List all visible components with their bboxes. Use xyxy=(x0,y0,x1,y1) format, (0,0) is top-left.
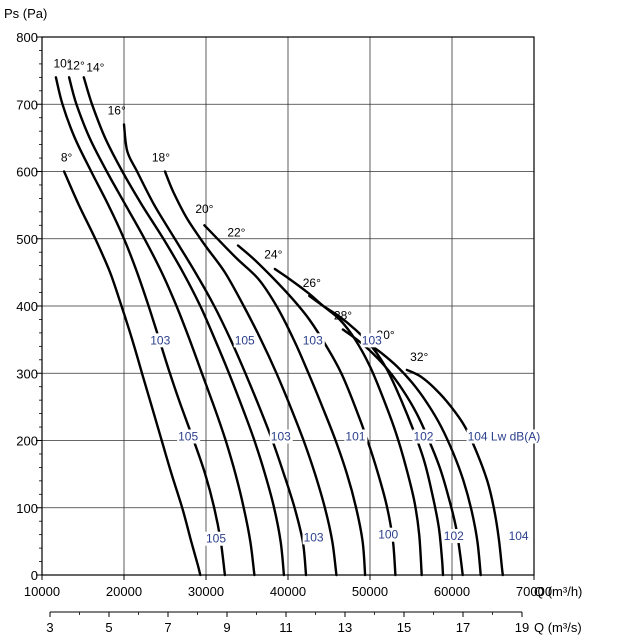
lw-label-bg xyxy=(149,333,173,348)
lw-label-bg xyxy=(466,429,553,444)
curve-8 xyxy=(236,244,397,577)
lw-label-bg xyxy=(377,527,401,542)
angle-label: 22° xyxy=(227,226,245,240)
x-tick-label: 10000 xyxy=(24,584,60,599)
lw-label-bg xyxy=(507,529,531,544)
y-axis-title: Ps (Pa) xyxy=(4,6,47,21)
lw-label-bg xyxy=(177,429,201,444)
y-tick-label: 0 xyxy=(31,568,38,583)
angle-label: 28° xyxy=(334,308,352,322)
lw-label: 105 xyxy=(235,333,255,347)
lw-label-bg xyxy=(442,529,466,544)
angle-label: 10° xyxy=(53,56,71,70)
y-tick-label: 300 xyxy=(16,366,38,381)
x2-tick-label: 3 xyxy=(46,620,53,635)
lw-label-bg xyxy=(360,333,384,348)
lw-label: 105 xyxy=(178,430,198,444)
lw-label-bg xyxy=(269,429,293,444)
lw-label: 103 xyxy=(271,430,291,444)
y-tick-label: 500 xyxy=(16,232,38,247)
angle-label: 12° xyxy=(67,58,85,72)
lw-label: 103 xyxy=(304,530,324,544)
curve-13 xyxy=(405,368,504,577)
x2-tick-label: 17 xyxy=(456,620,470,635)
lw-label-bg xyxy=(344,429,368,444)
y-tick-label: 700 xyxy=(16,97,38,112)
curve-12 xyxy=(366,341,482,577)
curve-6 xyxy=(163,170,338,577)
x2-tick-label: 9 xyxy=(223,620,230,635)
y-tick-label: 600 xyxy=(16,165,38,180)
curve-5 xyxy=(122,123,308,577)
angle-label: 32° xyxy=(410,350,428,364)
x-tick-label: 20000 xyxy=(106,584,142,599)
curve-3 xyxy=(67,76,256,577)
y-tick-label: 100 xyxy=(16,501,38,516)
plot-grid xyxy=(42,37,534,575)
angle-label: 16° xyxy=(108,103,126,117)
curves-layer xyxy=(54,76,504,577)
curve-7 xyxy=(203,224,367,577)
lw-label: 102 xyxy=(444,529,464,543)
labels-layer: 8°10°12° 14°16°18°20°22°24°26°28°30°32°10… xyxy=(53,56,553,546)
y-tick-label: 800 xyxy=(16,30,38,45)
y-tick-label: 200 xyxy=(16,434,38,449)
curve-10 xyxy=(308,294,445,577)
curve-2 xyxy=(54,76,227,577)
x-axis-title: Q (m³/h) xyxy=(534,584,582,599)
lw-label: 103 xyxy=(150,333,170,347)
lw-label: 104 xyxy=(509,529,529,543)
angle-label: 24° xyxy=(264,247,282,261)
lw-label-bg xyxy=(301,333,325,348)
lw-label: 103 xyxy=(362,333,382,347)
lw-label-bg xyxy=(233,333,257,348)
angle-label: 26° xyxy=(303,276,321,290)
x2-tick-label: 19 xyxy=(515,620,529,635)
x2-tick-label: 11 xyxy=(279,620,293,635)
x2-tick-label: 15 xyxy=(397,620,411,635)
lw-label: 105 xyxy=(206,532,226,546)
lw-label: 100 xyxy=(378,528,398,542)
x2-axis-title: Q (m³/s) xyxy=(534,620,582,635)
angle-label: 8° xyxy=(61,150,73,164)
x-tick-label: 50000 xyxy=(352,584,388,599)
curve-1 xyxy=(62,170,202,577)
x-tick-label: 30000 xyxy=(188,584,224,599)
angle-label: 20° xyxy=(195,202,213,216)
lw-label: 103 xyxy=(303,333,323,347)
angle-label: 14° xyxy=(86,60,104,74)
x-tick-label: 40000 xyxy=(270,584,306,599)
angle-label: 18° xyxy=(152,150,170,164)
lw-label-bg xyxy=(205,531,228,546)
x2-tick-label: 5 xyxy=(105,620,112,635)
y-tick-label: 400 xyxy=(16,299,38,314)
x2-tick-label: 13 xyxy=(338,620,352,635)
curve-4 xyxy=(82,76,286,577)
lw-label: 102 xyxy=(413,430,433,444)
x2-tick-label: 7 xyxy=(164,620,171,635)
lw-label-bg xyxy=(412,429,436,444)
curve-9 xyxy=(273,267,423,577)
ticks-layer: 10000 20000 30000 40000 50000 60000 70000 0 100 2… xyxy=(16,30,552,635)
lw-label: 101 xyxy=(345,430,365,444)
lw-label: 104 Lw dB(A) xyxy=(468,430,541,444)
x-tick-label: 70000 xyxy=(516,584,552,599)
x-tick-label: 60000 xyxy=(434,584,470,599)
lw-label-bg xyxy=(302,530,326,545)
